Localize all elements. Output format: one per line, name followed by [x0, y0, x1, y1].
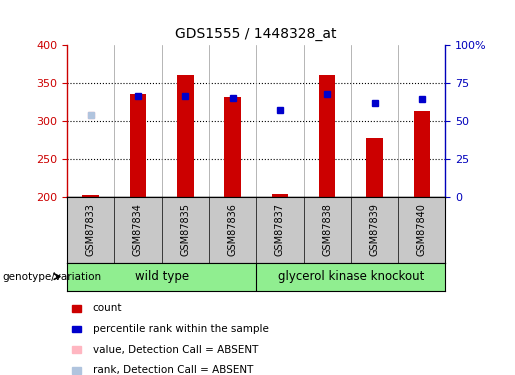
Text: count: count [93, 303, 122, 313]
Bar [82, 195, 99, 197]
Bar [177, 75, 194, 197]
Text: genotype/variation: genotype/variation [3, 272, 101, 282]
Bar [271, 194, 288, 197]
Text: GSM87840: GSM87840 [417, 203, 427, 256]
Text: GSM87835: GSM87835 [180, 203, 190, 256]
Text: GSM87836: GSM87836 [228, 203, 237, 256]
Bar [130, 94, 146, 197]
Text: value, Detection Call = ABSENT: value, Detection Call = ABSENT [93, 345, 258, 355]
Text: wild type: wild type [134, 270, 188, 283]
Text: rank, Detection Call = ABSENT: rank, Detection Call = ABSENT [93, 365, 253, 375]
Text: GSM87839: GSM87839 [369, 203, 380, 256]
Bar [319, 75, 335, 197]
Text: GSM87837: GSM87837 [275, 203, 285, 256]
Text: GSM87838: GSM87838 [322, 203, 332, 256]
Text: GSM87834: GSM87834 [133, 203, 143, 256]
Text: percentile rank within the sample: percentile rank within the sample [93, 324, 269, 334]
Text: glycerol kinase knockout: glycerol kinase knockout [278, 270, 424, 283]
Text: GSM87833: GSM87833 [85, 203, 96, 256]
Bar [414, 111, 430, 197]
Title: GDS1555 / 1448328_at: GDS1555 / 1448328_at [176, 27, 337, 41]
Bar [224, 98, 241, 197]
Bar [366, 138, 383, 197]
